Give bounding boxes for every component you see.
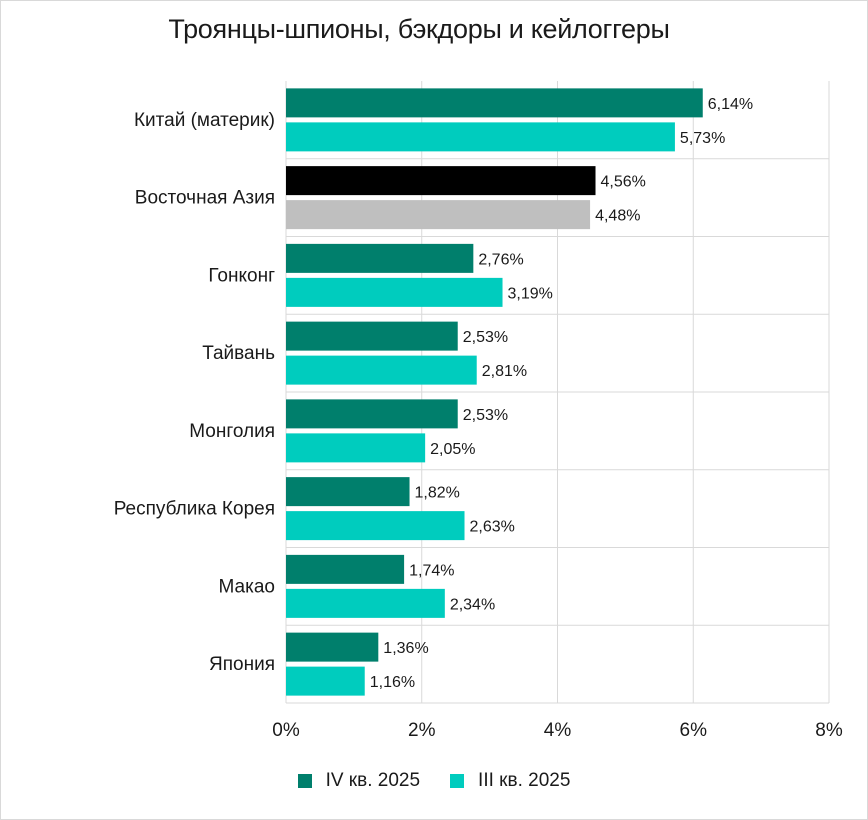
- data-label: 4,56%: [601, 174, 646, 191]
- data-label: 3,19%: [508, 285, 553, 302]
- data-label: 2,63%: [470, 519, 515, 536]
- bar-q3: [286, 355, 477, 385]
- legend: IV кв. 2025 III кв. 2025: [0, 770, 868, 792]
- data-label: 5,73%: [680, 130, 725, 147]
- data-label: 2,53%: [463, 329, 508, 346]
- category-label: Китай (материк): [134, 110, 275, 131]
- data-label: 4,48%: [595, 208, 640, 225]
- legend-label-q4: IV кв. 2025: [325, 770, 421, 791]
- category-label: Монголия: [189, 421, 275, 442]
- category-label: Гонконг: [208, 265, 275, 286]
- bar-q3: [286, 588, 445, 618]
- bar-q4: [286, 321, 458, 351]
- data-label: 1,16%: [370, 674, 415, 691]
- bar-q4: [286, 243, 474, 273]
- bar-q3: [286, 433, 426, 463]
- data-label: 2,05%: [430, 441, 475, 458]
- x-tick-label: 6%: [680, 720, 708, 741]
- category-label: Республика Корея: [114, 499, 275, 520]
- x-tick-label: 8%: [815, 720, 843, 741]
- category-label: Япония: [209, 654, 275, 675]
- bar-q3: [286, 122, 675, 152]
- category-label: Макао: [219, 576, 275, 597]
- legend-item-q4: IV кв. 2025: [297, 770, 421, 792]
- bar-q4: [286, 88, 703, 118]
- legend-swatch-q3: [450, 774, 465, 788]
- data-label: 1,82%: [415, 485, 460, 502]
- bar-q4: [286, 632, 379, 662]
- x-tick-label: 2%: [408, 720, 436, 741]
- bar-q4: [286, 477, 410, 507]
- category-label: Тайвань: [202, 343, 275, 364]
- x-tick-label: 4%: [544, 720, 572, 741]
- legend-label-q3: III кв. 2025: [478, 770, 571, 791]
- data-label: 1,74%: [409, 562, 454, 579]
- x-tick-label: 0%: [272, 720, 300, 741]
- bar-q4: [286, 554, 405, 584]
- bar-q3: [286, 511, 465, 541]
- bar-chart: 0% 2% 4% 6% 8% Китай (материк) 6,14% 5,73% Восто…: [114, 81, 843, 741]
- data-label: 6,14%: [708, 96, 753, 113]
- legend-item-q3: III кв. 2025: [450, 770, 570, 792]
- data-label: 2,81%: [482, 363, 527, 380]
- data-label: 2,53%: [463, 407, 508, 424]
- category-label: Восточная Азия: [135, 188, 275, 209]
- bar-q4: [286, 399, 458, 429]
- bar-q3: [286, 277, 503, 307]
- data-label: 1,36%: [383, 640, 428, 657]
- bar-q4: [286, 166, 596, 196]
- data-label: 2,76%: [478, 251, 523, 268]
- bar-q3: [286, 200, 591, 230]
- legend-swatch-q4: [297, 774, 312, 788]
- chart-title: Троянцы-шпионы, бэкдоры и кейлоггеры: [168, 14, 670, 44]
- bar-q3: [286, 666, 365, 696]
- data-label: 2,34%: [450, 596, 495, 613]
